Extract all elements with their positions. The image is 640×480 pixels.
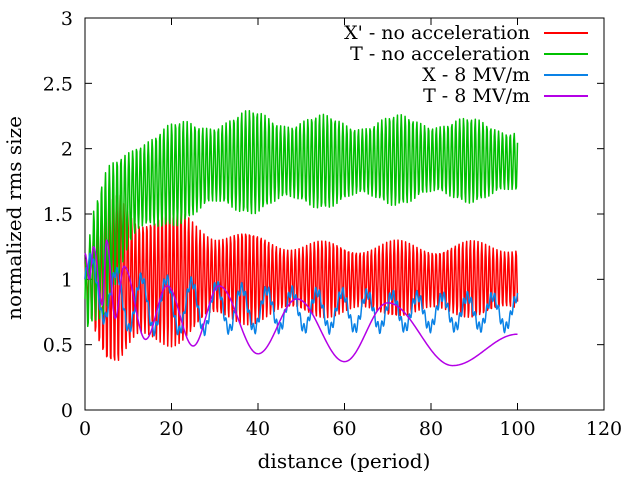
y-tick-label: 2 xyxy=(61,139,73,161)
series-lines xyxy=(84,110,519,367)
legend-label-3: X - 8 MV/m xyxy=(422,64,530,86)
y-tick-label: 0.5 xyxy=(43,335,73,357)
y-axis-label: normalized rms size xyxy=(2,116,26,320)
series-line-3 xyxy=(84,252,519,337)
series-line-4 xyxy=(84,239,518,367)
x-axis-label: distance (period) xyxy=(258,449,431,473)
y-tick-label: 0 xyxy=(61,400,73,422)
axis-ticks: 0 20 40 60 80 100 120 0 0.5 1 1.5 2 2.5 3 xyxy=(43,8,622,440)
x-tick-label: 80 xyxy=(419,418,443,440)
legend-label-1: X' - no acceleration xyxy=(344,22,530,44)
x-tick-label: 120 xyxy=(586,418,622,440)
x-tick-label: 100 xyxy=(499,418,535,440)
y-tick-label: 1 xyxy=(61,269,73,291)
x-tick-label: 20 xyxy=(159,418,183,440)
x-tick-label: 0 xyxy=(79,418,91,440)
x-tick-label: 60 xyxy=(332,418,356,440)
series-line-2 xyxy=(84,110,519,328)
y-tick-label: 3 xyxy=(61,8,73,30)
y-tick-label: 1.5 xyxy=(43,204,73,226)
y-tick-label: 2.5 xyxy=(43,73,73,95)
legend-label-4: T - 8 MV/m xyxy=(423,85,530,107)
legend-label-2: T - no acceleration xyxy=(350,43,530,65)
x-tick-label: 40 xyxy=(246,418,270,440)
